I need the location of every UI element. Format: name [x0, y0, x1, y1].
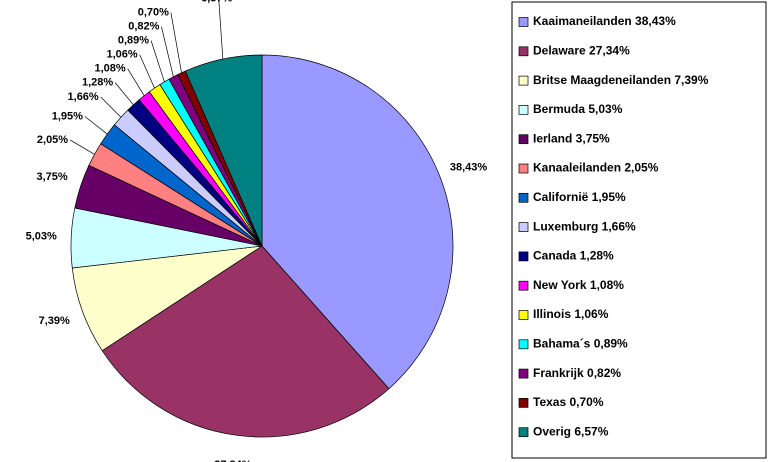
data-label: 2,05%: [37, 134, 68, 146]
legend-swatch: [518, 339, 529, 350]
leader-line: [127, 68, 145, 96]
data-label: 38,43%: [450, 161, 488, 173]
legend-label: Luxemburg 1,66%: [533, 219, 636, 233]
data-label: 5,03%: [26, 231, 57, 243]
pie-slice: [101, 245, 390, 438]
data-label: 3,75%: [36, 171, 67, 183]
legend-swatch: [518, 368, 529, 379]
data-label: 0,70%: [138, 7, 169, 19]
legend-swatch: [518, 163, 529, 174]
data-label: 0,89%: [118, 35, 149, 47]
data-label: 27,34%: [214, 459, 252, 462]
legend-swatch: [518, 310, 529, 320]
leader-line: [218, 0, 224, 60]
leader-line: [114, 82, 134, 106]
legend-swatch: [518, 398, 529, 408]
leader-line: [84, 116, 108, 135]
legend-label: Frankrijk 0,82%: [533, 366, 621, 380]
data-label: 1,28%: [82, 77, 113, 89]
legend-swatch: [518, 75, 529, 86]
legend-swatch: [518, 251, 529, 262]
legend-swatch: [518, 105, 529, 115]
leader-line: [170, 12, 182, 73]
legend-label: Britse Maagdeneilanden 7,39%: [533, 73, 709, 87]
leader-line: [69, 139, 95, 155]
data-label: 6,57%: [201, 0, 232, 5]
legend-label: Delaware 27,34%: [533, 43, 630, 57]
data-label: 7,39%: [39, 315, 70, 327]
legend-label: Canada 1,28%: [533, 249, 614, 263]
legend-swatch: [518, 17, 529, 27]
leader-line: [100, 96, 122, 118]
leader-line: [161, 26, 174, 77]
legend-label: Illinois 1,06%: [533, 307, 609, 321]
legend-swatch: [518, 134, 529, 145]
leader-line: [150, 40, 165, 82]
legend-label: Bermuda 5,03%: [533, 102, 623, 116]
pie-slice: [261, 54, 454, 390]
legend-label: Kaaimaneilanden 38,43%: [533, 14, 676, 28]
legend-label: Bahama´s 0,89%: [533, 336, 628, 350]
legend-label: Overig 6,57%: [533, 424, 609, 438]
legend-label: Californië 1,95%: [533, 190, 626, 204]
legend-swatch: [518, 222, 529, 232]
data-label: 1,95%: [52, 110, 83, 122]
legend-swatch: [518, 46, 529, 57]
pie-slice: [184, 54, 263, 247]
legend-label: Texas 0,70%: [533, 395, 604, 409]
leader-line: [139, 54, 155, 89]
legend-swatch: [518, 427, 529, 438]
legend-swatch: [518, 192, 529, 203]
legend-box: [511, 1, 767, 459]
legend-label: Ierland 3,75%: [533, 131, 610, 145]
data-label: 1,08%: [94, 63, 125, 75]
legend-label: New York 1,08%: [533, 278, 624, 292]
legend-swatch: [518, 280, 529, 291]
legend-label: Kanaaleilanden 2,05%: [533, 161, 659, 175]
data-label: 1,06%: [106, 49, 137, 61]
data-label: 0,82%: [128, 21, 159, 33]
data-label: 1,66%: [68, 91, 99, 103]
